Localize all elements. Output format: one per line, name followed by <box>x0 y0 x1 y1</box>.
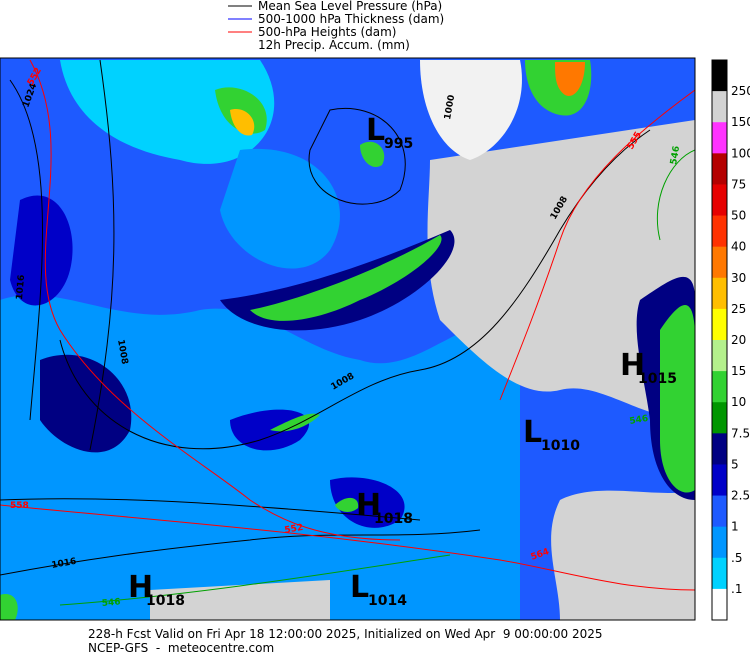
pressure-letter: L <box>523 415 542 450</box>
contour-label: 546 <box>669 145 682 165</box>
contour-label: 546 <box>101 597 121 609</box>
colorbar-label: 7.5 <box>731 426 750 440</box>
footer-text: 228-h Fcst Valid on Fri Apr 18 12:00:00 … <box>88 627 603 641</box>
pressure-value: 1018 <box>374 511 413 527</box>
pressure-value: 1015 <box>638 371 677 387</box>
legend-label: Mean Sea Level Pressure (hPa) <box>258 0 442 13</box>
colorbar-label: 250 <box>731 84 750 98</box>
colorbar-label: 2.5 <box>731 489 750 503</box>
pressure-value: 1010 <box>541 438 580 454</box>
colorbar-swatch <box>712 153 727 185</box>
height-contours <box>0 59 695 591</box>
pressure-value: 1014 <box>368 593 407 609</box>
colorbar-label: 150 <box>731 115 750 129</box>
colorbar-label: 100 <box>731 146 750 160</box>
colorbar-label: 40 <box>731 240 746 254</box>
colorbar-swatch <box>712 246 727 279</box>
colorbar-label: 20 <box>731 333 746 347</box>
map-frame <box>0 57 696 621</box>
isobars <box>0 59 651 576</box>
colorbar-label: 15 <box>731 364 746 378</box>
pressure-letter: H <box>620 348 645 383</box>
colorbar-swatch <box>712 308 727 341</box>
colorbar-label: .5 <box>731 551 742 565</box>
pressure-letter: L <box>350 570 369 605</box>
pressure-letter: H <box>128 570 153 605</box>
colorbar-swatch <box>712 277 727 310</box>
colorbar-swatch <box>712 557 727 590</box>
colorbar-label: 1 <box>731 520 739 534</box>
thickness-contours <box>59 149 695 606</box>
contour-label: 1008 <box>115 339 129 365</box>
contour-label: 1000 <box>443 94 457 120</box>
colorbar-label: 30 <box>731 271 746 285</box>
pressure-value: 995 <box>384 136 413 152</box>
colorbar-label: 10 <box>731 395 746 409</box>
map <box>0 58 695 620</box>
colorbar-swatch <box>712 495 727 528</box>
contour-label: 1016 <box>51 557 77 571</box>
colorbar-label: 25 <box>731 302 746 316</box>
colorbar-swatch <box>712 402 727 434</box>
colorbar-swatch <box>712 371 727 403</box>
legend-label: 500-hPa Heights (dam) <box>258 25 396 39</box>
colorbar-label: .1 <box>731 582 742 596</box>
colorbar-swatch <box>712 91 727 123</box>
contour-label: 546 <box>629 414 649 427</box>
colorbar-swatch <box>712 60 727 92</box>
contour-label: 552 <box>284 523 304 536</box>
legend-label: 12h Precip. Accum. (mm) <box>258 38 410 52</box>
colorbar-swatch <box>712 588 727 621</box>
colorbar-swatch <box>712 122 727 154</box>
colorbar-swatch <box>712 464 727 497</box>
contour-label: 558 <box>10 501 29 511</box>
legend-label: 500-1000 hPa Thickness (dam) <box>258 12 444 26</box>
pressure-letter: L <box>366 113 385 148</box>
contour-label: 1016 <box>15 274 27 300</box>
pressure-letter: H <box>356 488 381 523</box>
footer-text: NCEP-GFS - meteocentre.com <box>88 641 274 655</box>
colorbar-swatch <box>712 340 727 372</box>
colorbar-frame <box>711 59 728 621</box>
colorbar-swatch <box>712 433 727 465</box>
colorbar-swatch <box>712 215 727 248</box>
colorbar-swatch <box>712 184 727 217</box>
colorbar-label: 75 <box>731 177 746 191</box>
colorbar-label: 50 <box>731 209 746 223</box>
colorbar-label: 5 <box>731 457 739 471</box>
pressure-value: 1018 <box>146 593 185 609</box>
colorbar-swatch <box>712 526 727 559</box>
